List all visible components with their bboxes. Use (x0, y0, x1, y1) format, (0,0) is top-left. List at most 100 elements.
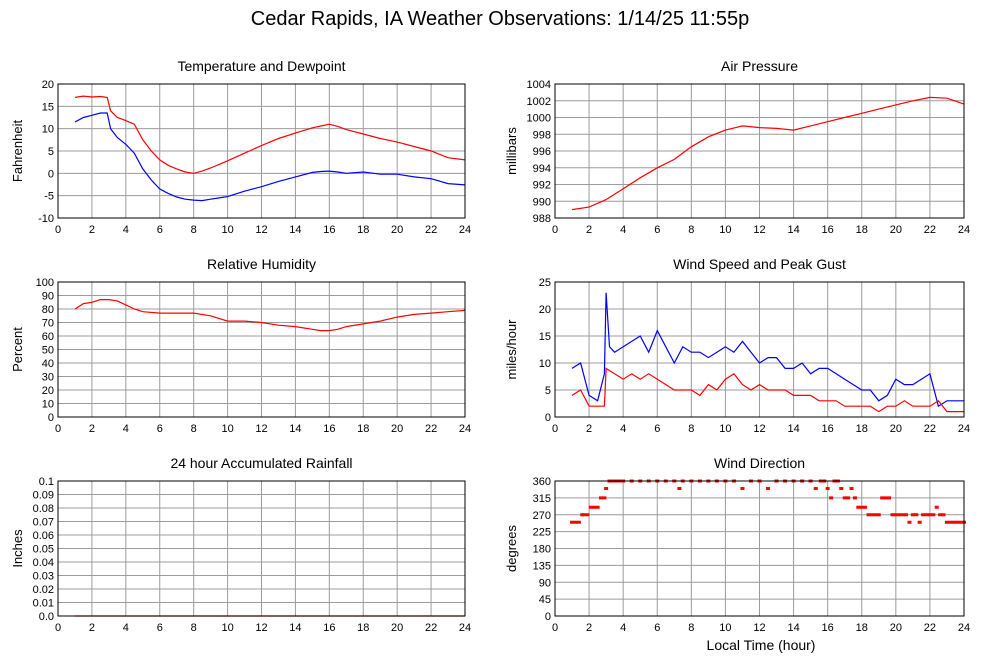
wind-x-tick-label: 0 (552, 423, 558, 435)
direction-point (887, 496, 892, 500)
rainfall-x-tick-label: 2 (89, 622, 95, 634)
direction-y-tick-label: 225 (533, 527, 551, 539)
wind-x-tick-label: 8 (688, 423, 694, 435)
temperature-x-tick-label: 14 (289, 224, 301, 236)
direction-point (955, 520, 960, 524)
humidity-x-tick-label: 16 (323, 423, 335, 435)
pressure-y-tick-label: 992 (533, 180, 551, 192)
rainfall-y-tick-label: 0.0 (39, 611, 54, 623)
pressure-x-tick-label: 16 (822, 224, 834, 236)
direction-point (924, 513, 929, 517)
direction-point (917, 520, 922, 524)
rainfall-y-tick-label: 0.09 (33, 490, 54, 502)
humidity-x-tick-label: 22 (425, 423, 437, 435)
humidity-x-tick-label: 2 (89, 423, 95, 435)
rainfall-x-tick-label: 0 (55, 622, 61, 634)
wind-y-tick-label: 5 (545, 385, 551, 397)
direction-point (890, 513, 895, 517)
temperature-x-tick-label: 0 (55, 224, 61, 236)
direction-point (849, 487, 854, 490)
wind-y-tick-label: 10 (539, 358, 551, 370)
direction-y-tick-label: 360 (533, 476, 551, 488)
humidity-y-tick-label: 0 (48, 412, 54, 424)
temperature-x-tick-label: 12 (255, 224, 267, 236)
temperature-y-tick-label: 0 (48, 168, 54, 180)
direction-plot-frame (554, 480, 965, 617)
humidity-series-line-0 (74, 299, 466, 332)
wind-x-tick-label: 24 (958, 423, 970, 435)
rainfall-x-tick-label: 8 (191, 622, 197, 634)
wind-title: Wind Speed and Peak Gust (673, 256, 846, 272)
rainfall-x-tick-label: 20 (391, 622, 403, 634)
direction-x-tick-label: 12 (753, 622, 765, 634)
direction-point (866, 513, 871, 517)
direction-point (904, 513, 909, 517)
temperature-y-axis-label: Fahrenheit (10, 120, 25, 183)
temperature-y-tick-label: -10 (38, 213, 54, 225)
wind-x-tick-label: 16 (822, 423, 834, 435)
humidity-y-tick-label: 70 (42, 318, 54, 330)
direction-point (588, 505, 593, 509)
direction-x-tick-label: 14 (787, 622, 799, 634)
humidity-y-tick-label: 10 (42, 399, 54, 411)
temperature-y-tick-label: 5 (48, 146, 54, 158)
temperature-x-tick-label: 4 (123, 224, 129, 236)
direction-point (595, 505, 600, 509)
direction-point (897, 513, 902, 517)
humidity-y-tick-label: 80 (42, 304, 54, 316)
direction-point (938, 513, 943, 517)
humidity-y-tick-label: 40 (42, 358, 54, 370)
pressure-y-tick-label: 988 (533, 213, 551, 225)
wind-y-tick-label: 0 (545, 412, 551, 424)
direction-point (863, 505, 868, 509)
wind-series-line-0 (571, 292, 964, 408)
direction-point (585, 513, 590, 517)
direction-point (602, 496, 607, 500)
humidity-x-tick-label: 18 (357, 423, 369, 435)
pressure-title: Air Pressure (721, 58, 798, 74)
pressure-y-tick-label: 990 (533, 196, 551, 208)
pressure-plot-frame (554, 83, 965, 219)
humidity-y-tick-label: 90 (42, 291, 54, 303)
direction-x-tick-label: 6 (654, 622, 660, 634)
direction-y-tick-label: 90 (539, 577, 551, 589)
direction-point (883, 496, 888, 500)
temperature-series-line-0 (74, 95, 466, 174)
direction-point (842, 496, 847, 500)
direction-point (910, 513, 915, 517)
direction-point (948, 520, 953, 524)
humidity-x-tick-label: 0 (55, 423, 61, 435)
rainfall-y-tick-label: 0.07 (33, 517, 54, 529)
direction-point (570, 520, 575, 524)
humidity-x-tick-label: 4 (123, 423, 129, 435)
pressure-y-tick-label: 1000 (527, 113, 551, 125)
wind-x-tick-label: 22 (924, 423, 936, 435)
pressure-x-tick-label: 8 (688, 224, 694, 236)
direction-y-tick-label: 135 (533, 560, 551, 572)
direction-point (576, 520, 581, 524)
pressure-x-tick-label: 10 (719, 224, 731, 236)
wind-x-tick-label: 6 (654, 423, 660, 435)
rainfall-y-tick-label: 0.1 (39, 476, 54, 488)
humidity-y-axis-label: Percent (10, 327, 25, 372)
direction-point (931, 513, 936, 517)
temperature-x-tick-label: 6 (157, 224, 163, 236)
direction-point (839, 487, 844, 490)
humidity-y-tick-label: 30 (42, 372, 54, 384)
rainfall-y-tick-label: 0.01 (33, 598, 54, 610)
direction-y-tick-label: 0 (545, 611, 551, 623)
pressure-y-tick-label: 1004 (527, 79, 551, 91)
humidity-x-tick-label: 12 (255, 423, 267, 435)
humidity-x-tick-label: 10 (221, 423, 233, 435)
direction-point (829, 496, 834, 500)
humidity-y-tick-label: 60 (42, 331, 54, 343)
x-axis-title: Local Time (hour) (707, 637, 816, 653)
direction-y-tick-label: 270 (533, 510, 551, 522)
rainfall-x-tick-label: 4 (123, 622, 129, 634)
direction-point (958, 520, 963, 524)
direction-point (766, 487, 771, 490)
